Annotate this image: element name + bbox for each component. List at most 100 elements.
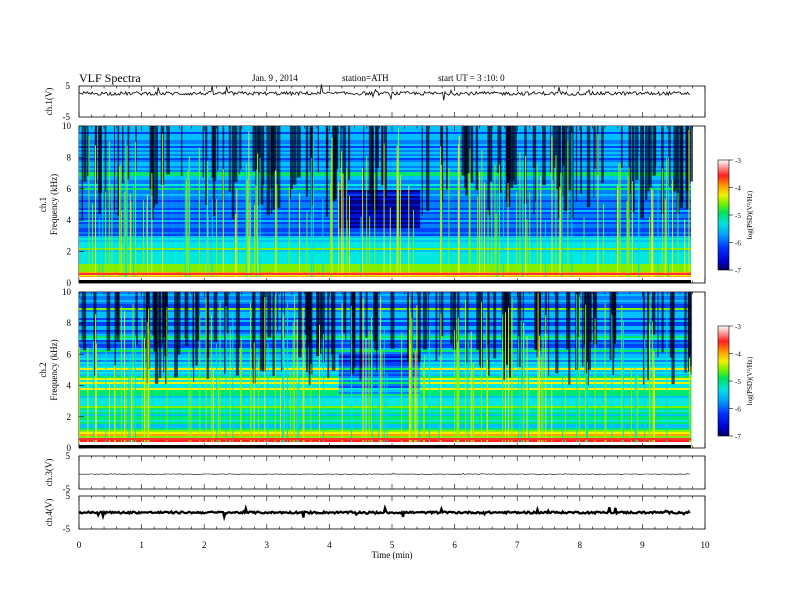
spectrogram-noise — [270, 126, 274, 176]
spectrogram-spike — [105, 351, 107, 448]
ch1-colorbar — [717, 159, 730, 271]
spectrogram-spike — [256, 169, 258, 283]
spectrogram-noise — [690, 292, 693, 375]
spectrogram-band — [79, 236, 691, 238]
spectrogram-spike — [259, 158, 261, 283]
spectrogram-band — [79, 396, 691, 398]
spectrogram-spike — [264, 297, 266, 448]
spectrogram-noise — [464, 126, 467, 189]
spectrogram-spike — [144, 337, 145, 448]
spectrogram-spike — [289, 370, 291, 448]
spectrogram-noise — [235, 292, 239, 376]
spectrogram-spike — [93, 340, 95, 448]
spectrogram-noise — [609, 292, 613, 360]
spectrogram-noise — [276, 292, 279, 332]
spectrogram-noise — [417, 292, 421, 363]
spectrogram-spike — [88, 135, 90, 283]
spectrogram-spike — [162, 133, 164, 283]
spectrogram-quiet-patch — [338, 384, 421, 386]
spectrogram-noise — [296, 126, 301, 178]
ch1-waveform-trace — [78, 84, 691, 101]
spectrogram-quiet-patch — [338, 220, 421, 222]
spectrogram-quiet-patch — [338, 364, 421, 366]
spectrogram-spike — [468, 173, 470, 283]
y-tick-label: 6 — [67, 184, 72, 194]
spectrogram-noise — [586, 126, 591, 208]
spectrogram-noise — [566, 292, 570, 350]
spectrogram-noise — [537, 292, 542, 334]
spectrogram-band — [79, 436, 691, 438]
spectrogram-spike — [413, 209, 415, 283]
spectrogram-spike — [248, 131, 250, 283]
spectrogram-spike — [507, 183, 509, 283]
spectrogram-noise — [505, 292, 508, 364]
y-tick-label: 8 — [67, 152, 72, 162]
spectrogram-spike — [491, 181, 493, 283]
spectrogram-noise — [290, 126, 293, 190]
spectrogram-noise — [252, 126, 257, 172]
spectrogram-noise — [192, 292, 194, 368]
spectrogram-spike — [525, 155, 527, 283]
spectrogram-noise — [273, 126, 277, 171]
spectrogram-noise — [116, 292, 120, 342]
spectrogram-spike — [644, 338, 646, 448]
spectrogram-spike — [684, 219, 686, 283]
spectrogram-noise — [259, 292, 264, 371]
spectrogram-noise — [421, 126, 423, 216]
spectrogram-quiet-patch — [338, 202, 421, 204]
spectrogram-spike — [303, 339, 305, 448]
spectrogram-spike — [481, 149, 483, 283]
spectrogram-noise — [195, 292, 200, 341]
spectrogram-noise — [689, 126, 694, 182]
spectrogram-noise — [644, 126, 648, 200]
spectrogram-spike — [487, 359, 489, 448]
y-axis-label: ch.2 — [38, 362, 48, 377]
spectrogram-spike — [123, 192, 125, 283]
spectrogram-spike — [410, 312, 412, 448]
spectrogram-spike — [409, 343, 411, 448]
spectrogram-band — [79, 336, 691, 338]
spectrogram-spike — [245, 166, 247, 283]
spectrogram-spike — [128, 361, 130, 448]
spectrogram-noise — [213, 292, 218, 342]
spectrogram-band — [79, 326, 691, 328]
spectrogram-noise — [505, 292, 509, 365]
spectrogram-spike — [211, 199, 213, 283]
spectrogram-spike — [249, 202, 251, 283]
spectrogram-band — [79, 294, 691, 296]
spectrogram-noise — [439, 292, 441, 356]
spectrogram-hot-band — [79, 273, 691, 275]
spectrogram-quiet-patch — [338, 190, 421, 192]
spectrogram-noise — [475, 126, 479, 191]
spectrogram-band — [79, 414, 691, 416]
spectrogram-band — [79, 330, 691, 332]
spectrogram-spike — [511, 311, 513, 448]
colorbar-label: log(PSD)(V²/Hz) — [746, 190, 754, 239]
spectrogram-band — [79, 334, 691, 336]
y-tick-label: 6 — [67, 349, 72, 359]
spectrogram-spike — [120, 164, 122, 283]
spectrogram-spike — [298, 361, 300, 448]
spectrogram-noise — [360, 292, 362, 369]
spectrogram-spike — [146, 204, 148, 283]
spectrogram-spike — [399, 175, 401, 283]
spectrogram-spike — [389, 207, 391, 283]
spectrogram-noise — [333, 126, 338, 199]
spectrogram-noise — [365, 292, 368, 338]
spectrogram-band — [79, 322, 691, 324]
spectrogram-noise — [512, 126, 515, 181]
spectrogram-noise — [266, 126, 270, 216]
spectrogram-noise — [327, 292, 330, 379]
spectrogram-noise — [152, 126, 154, 220]
spectrogram-quiet-patch — [338, 208, 421, 210]
spectrogram-spike — [667, 157, 669, 283]
spectrogram-noise — [381, 126, 383, 184]
spectrogram-spike — [250, 302, 251, 448]
spectrogram-quiet-patch — [338, 356, 421, 358]
x-tick-label: 6 — [452, 540, 457, 550]
spectrogram-noise — [440, 126, 444, 202]
spectrogram-noise — [568, 126, 572, 191]
spectrogram-spike — [288, 186, 290, 283]
spectrogram-noise — [375, 126, 378, 211]
y-tick-label: 10 — [62, 287, 72, 297]
